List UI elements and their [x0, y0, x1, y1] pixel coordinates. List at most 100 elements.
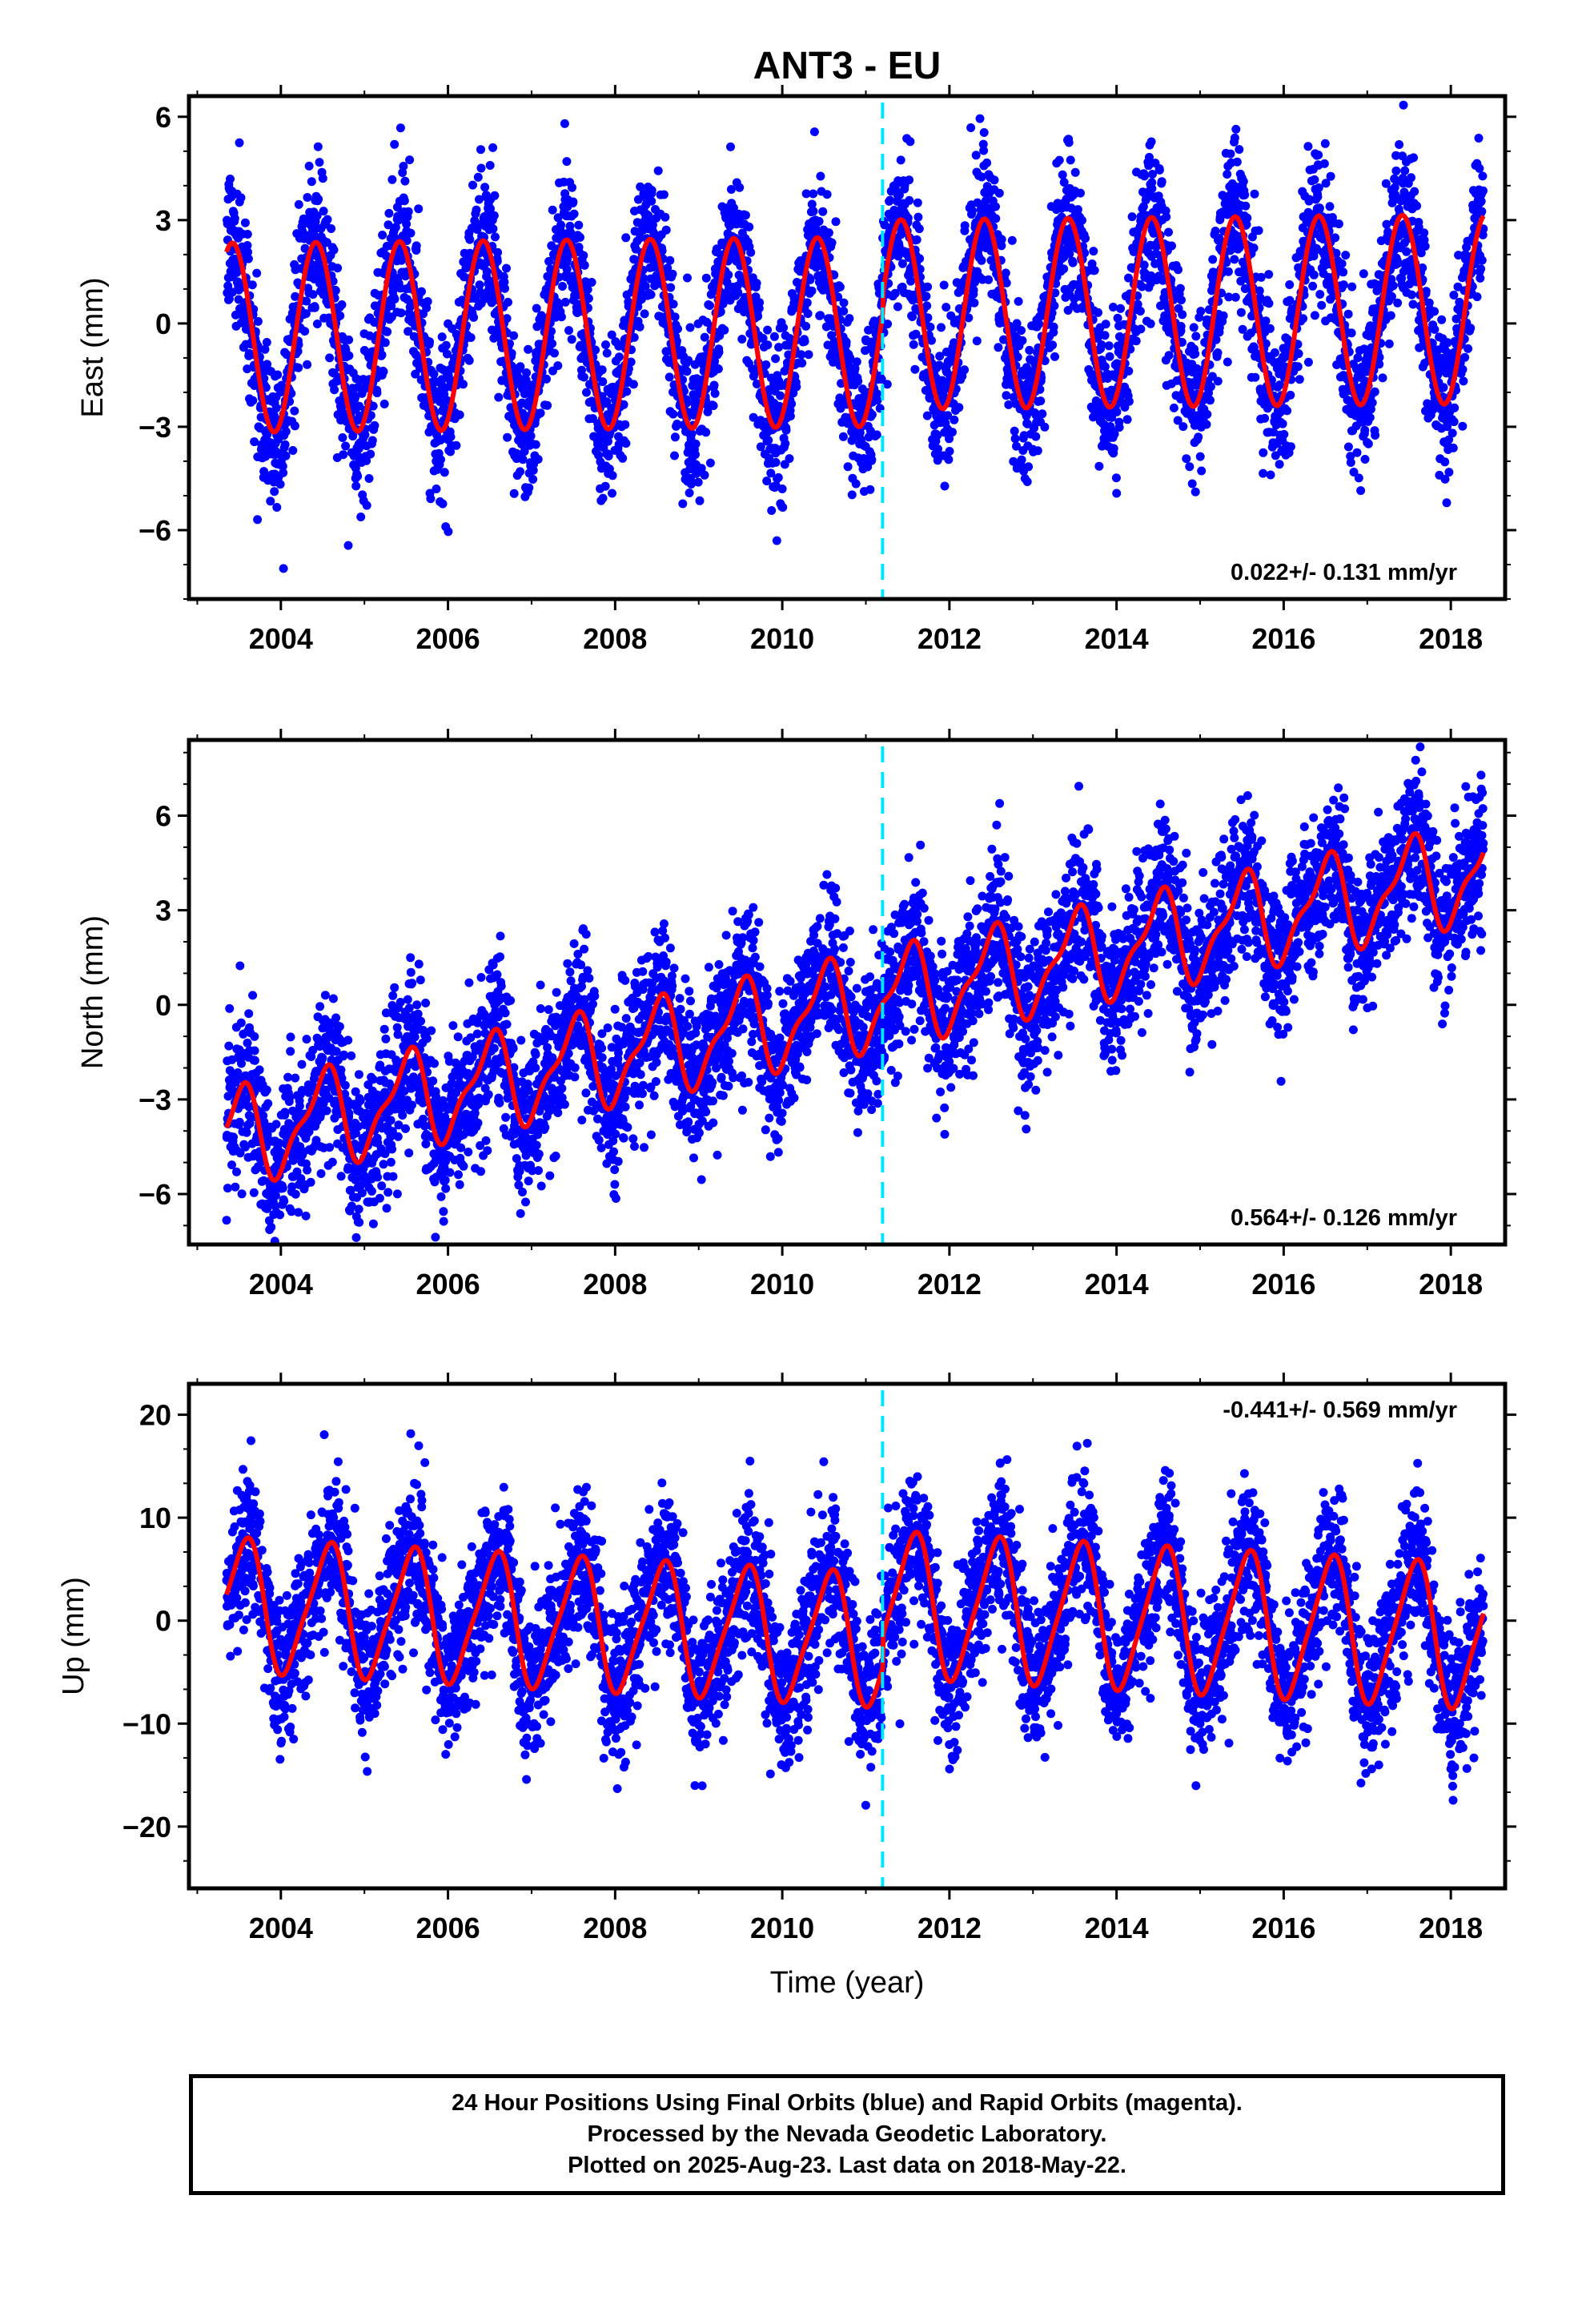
data-point — [553, 361, 563, 371]
data-point — [485, 161, 495, 170]
data-point — [710, 356, 719, 366]
data-point — [379, 400, 389, 408]
data-point — [348, 432, 358, 441]
data-point — [852, 357, 861, 367]
data-point — [1308, 281, 1318, 291]
data-point — [661, 225, 671, 235]
data-point — [1196, 307, 1206, 316]
data-point — [682, 367, 692, 376]
data-point — [362, 501, 371, 510]
data-point — [601, 340, 610, 349]
data-point — [1437, 315, 1447, 324]
data-point — [750, 368, 760, 377]
data-point — [1270, 348, 1279, 357]
data-point — [864, 325, 873, 335]
data-point — [507, 348, 516, 358]
data-point — [307, 177, 316, 187]
data-point — [669, 409, 678, 419]
data-point — [647, 186, 656, 195]
data-point — [950, 415, 959, 424]
data-point — [1460, 352, 1470, 362]
data-point — [560, 119, 569, 128]
data-point — [1038, 409, 1047, 419]
data-point — [300, 243, 310, 253]
data-point — [1001, 268, 1010, 278]
data-point — [873, 396, 882, 405]
data-point — [1393, 259, 1403, 268]
data-point — [266, 497, 275, 506]
data-point — [400, 176, 410, 186]
data-point — [366, 449, 375, 459]
data-point — [1421, 287, 1431, 296]
data-point — [1386, 311, 1395, 320]
data-point — [1094, 461, 1104, 471]
data-point — [997, 235, 1006, 244]
data-point — [1070, 167, 1080, 177]
data-point — [1076, 188, 1085, 198]
data-point — [504, 297, 512, 307]
data-point — [713, 364, 723, 374]
data-point — [294, 199, 303, 209]
data-point — [945, 447, 954, 456]
data-point — [781, 439, 790, 448]
data-point — [343, 541, 353, 550]
data-point — [741, 211, 750, 220]
data-point — [608, 471, 617, 480]
data-point — [1447, 428, 1457, 438]
data-point — [302, 296, 311, 306]
data-point — [792, 382, 801, 392]
data-point — [465, 235, 475, 244]
data-point — [797, 350, 806, 360]
data-point — [648, 220, 657, 230]
data-point — [1124, 273, 1133, 283]
data-point — [926, 322, 935, 332]
data-point — [1391, 151, 1401, 160]
data-point — [543, 400, 552, 410]
data-point — [524, 344, 533, 354]
data-point — [1110, 429, 1119, 439]
data-point — [1279, 429, 1289, 439]
data-point — [1365, 331, 1375, 340]
data-point — [608, 489, 616, 498]
data-point — [1012, 319, 1022, 328]
data-point — [839, 298, 849, 308]
data-point — [1050, 352, 1059, 361]
data-point — [261, 383, 271, 392]
data-point — [1354, 473, 1363, 483]
data-point — [436, 455, 445, 464]
data-point — [404, 327, 413, 336]
data-point — [1407, 290, 1416, 300]
data-point — [1331, 248, 1341, 258]
data-point — [620, 420, 630, 429]
data-point — [1068, 258, 1078, 267]
data-point — [531, 440, 540, 449]
data-point — [1004, 400, 1014, 409]
data-point — [1089, 247, 1098, 256]
data-point — [279, 468, 288, 477]
data-point — [922, 301, 932, 311]
data-point — [279, 564, 288, 573]
data-point — [1250, 189, 1259, 199]
data-point — [670, 312, 680, 322]
data-point — [353, 472, 363, 481]
data-point — [488, 143, 498, 152]
data-point — [1387, 292, 1396, 301]
data-point — [1211, 227, 1220, 235]
data-point — [1023, 419, 1032, 428]
data-point — [490, 191, 500, 200]
data-point — [568, 197, 578, 207]
data-point — [1443, 422, 1452, 432]
data-point — [1254, 226, 1263, 235]
data-point — [1019, 431, 1029, 440]
data-point — [1164, 227, 1173, 237]
data-point — [883, 320, 893, 329]
data-point — [915, 254, 925, 263]
data-point — [319, 207, 328, 216]
data-point — [807, 286, 817, 296]
data-point — [597, 365, 607, 375]
data-point — [885, 195, 895, 205]
data-point — [1359, 269, 1368, 279]
data-point — [1022, 477, 1032, 486]
data-point — [344, 335, 354, 344]
